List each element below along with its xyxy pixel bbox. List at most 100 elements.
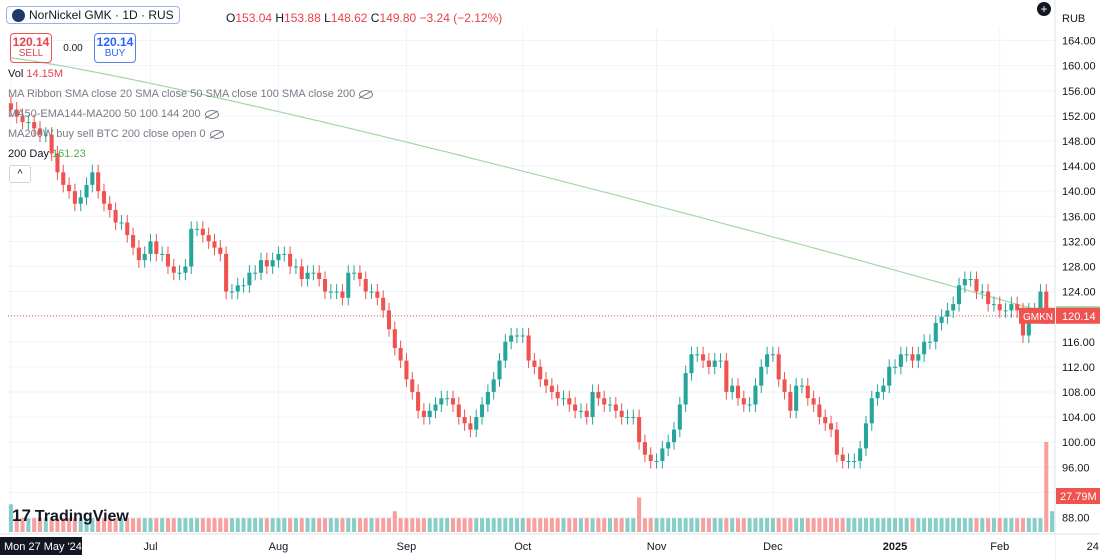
candle-body	[456, 404, 461, 418]
price-tick-label: 100.00	[1062, 437, 1096, 449]
volume-bar	[689, 518, 694, 532]
candle-body	[887, 366, 892, 386]
candle-body	[206, 235, 211, 242]
candle-body	[119, 222, 124, 224]
candle-body	[462, 417, 467, 424]
price-tick-label: 144.00	[1062, 161, 1096, 173]
candle-body	[61, 172, 66, 185]
volume-bar	[544, 518, 549, 532]
time-tick-label: 24	[1087, 541, 1099, 553]
candle-body	[765, 354, 770, 367]
symbol-box[interactable]: NorNickel GMK · 1D · RUS	[6, 6, 180, 24]
last-price-tag	[1056, 307, 1100, 324]
volume-bar	[753, 518, 758, 532]
candle-body	[730, 385, 735, 392]
volume-bar	[369, 518, 374, 532]
volume-bar	[520, 518, 525, 532]
currency-label: RUB	[1062, 13, 1085, 25]
volume-bar	[119, 518, 124, 532]
candle-body	[1015, 304, 1020, 311]
volume-bar	[125, 518, 130, 532]
collapse-legend-button[interactable]: ^	[9, 165, 31, 183]
candle-body	[55, 153, 60, 173]
volume-indicator[interactable]: Vol 14.15M	[8, 68, 63, 80]
hidden-eye-icon[interactable]	[204, 109, 219, 119]
add-icon[interactable]: +	[1037, 2, 1051, 16]
price-axis: RUB88.0092.0096.00100.00104.00108.00112.…	[1019, 0, 1100, 559]
candle-body	[270, 260, 275, 267]
volume-bar	[712, 518, 717, 532]
candle-body	[421, 410, 426, 418]
volume-bar	[136, 518, 141, 532]
volume-bar	[561, 518, 566, 532]
volume-bar	[747, 518, 752, 532]
volume-bar	[730, 518, 735, 532]
candle-body	[154, 241, 159, 254]
volume-bar	[357, 518, 362, 532]
candle-body	[858, 448, 863, 461]
volume-bar	[183, 518, 188, 532]
price-tick-label: 164.00	[1062, 36, 1096, 48]
volume-bar	[724, 518, 729, 532]
buy-button[interactable]: 120.14 BUY	[94, 33, 136, 63]
volume-bar	[195, 518, 200, 532]
ma-ribbon-indicator[interactable]: MA Ribbon SMA close 20 SMA close 50 SMA …	[8, 88, 374, 100]
crosshair-date-tag	[0, 537, 82, 555]
hidden-eye-icon[interactable]	[359, 89, 374, 99]
volume-bar	[922, 518, 927, 532]
ma-ribbon-label: MA Ribbon SMA close 20 SMA close 50 SMA …	[8, 88, 356, 100]
ema-label: MA50-EMA144-MA200 50 100 144 200	[8, 108, 201, 120]
volume-bar	[590, 518, 595, 532]
candle-body	[811, 398, 816, 405]
volume-bar	[671, 518, 677, 532]
candle-body	[1009, 304, 1014, 311]
volume-bar	[974, 518, 979, 532]
candle-body	[829, 423, 834, 430]
candle-body	[224, 253, 229, 292]
candle-body	[980, 291, 985, 293]
volume-bar	[497, 518, 502, 532]
sell-button[interactable]: 120.14 SELL	[10, 33, 52, 63]
volume-bar	[986, 518, 991, 532]
candle-body	[671, 429, 677, 443]
volume-bar	[148, 518, 153, 532]
candle-body	[538, 366, 543, 380]
day200-indicator[interactable]: 200 Day 161.23	[8, 148, 86, 160]
candle-body	[195, 228, 200, 230]
sell-price: 120.14	[12, 35, 50, 49]
volume-bar	[695, 518, 700, 532]
close-value: 149.80	[379, 11, 417, 25]
price-tick-label: 160.00	[1062, 61, 1096, 73]
volume-bar	[392, 511, 397, 532]
candle-body	[235, 285, 240, 292]
candle-body	[293, 266, 298, 268]
time-tick-label: Dec	[763, 541, 783, 553]
last-price-label: 120.14	[1062, 311, 1096, 323]
candle-body	[986, 291, 991, 305]
candle-body	[544, 379, 549, 386]
candle-body	[14, 109, 19, 116]
candle-body	[328, 291, 333, 293]
candle-body	[369, 291, 374, 293]
candle-body	[1044, 291, 1049, 317]
ema-indicator[interactable]: MA50-EMA144-MA200 50 100 144 200	[8, 108, 219, 120]
volume-bar	[666, 518, 671, 532]
candle-body	[776, 354, 781, 380]
candle-body	[520, 335, 525, 337]
candle-body	[997, 304, 1002, 311]
candle-body	[735, 385, 741, 399]
volume-bar	[61, 518, 66, 532]
volume-bar	[218, 518, 223, 532]
volume-bar	[96, 518, 101, 532]
time-tick-label: Aug	[269, 541, 289, 553]
volume-bar	[462, 518, 467, 532]
price-tick-label: 140.00	[1062, 186, 1096, 198]
ma200w-indicator[interactable]: MA200W buy sell BTC 200 close open 0	[8, 128, 224, 140]
hidden-eye-icon[interactable]	[209, 129, 224, 139]
candle-body	[136, 247, 141, 261]
volume-bar	[631, 518, 636, 532]
volume-bar	[404, 518, 409, 532]
symbol-title: NorNickel GMK · 1D · RUS	[29, 8, 174, 22]
volume-bar	[875, 518, 880, 532]
